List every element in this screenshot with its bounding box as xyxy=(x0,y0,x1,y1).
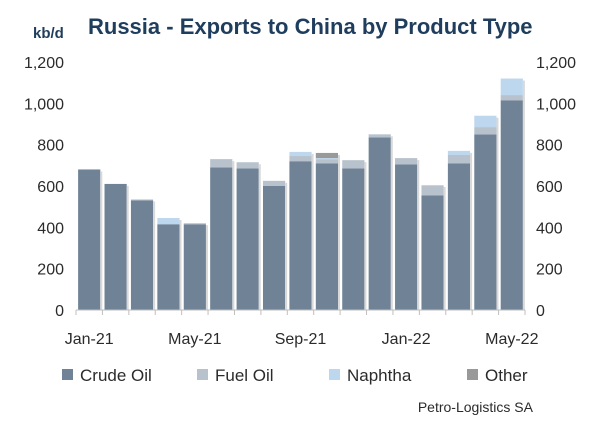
bar-segment-naphtha xyxy=(289,151,312,157)
bar-segment-crude-oil xyxy=(236,168,259,310)
bar-segment-crude-oil xyxy=(474,134,497,310)
bar-shadow xyxy=(417,160,420,310)
legend-swatch-fuel-oil xyxy=(197,369,208,380)
y-tick-label-right: 600 xyxy=(536,179,563,196)
bar-segment-fuel-oil xyxy=(395,158,418,165)
bar-segment-crude-oil xyxy=(210,167,233,310)
bar-segment-naphtha xyxy=(421,184,444,186)
bar-segment-fuel-oil xyxy=(500,95,523,101)
bar-segment-fuel-oil xyxy=(130,199,154,201)
y-tick-label-left: 200 xyxy=(37,262,64,279)
bar-segment-fuel-oil xyxy=(236,162,259,169)
bar-segment-crude-oil xyxy=(262,186,286,310)
bar-shadow xyxy=(470,152,473,310)
legend-label-crude-oil: Crude Oil xyxy=(80,366,152,385)
bar-segment-fuel-oil xyxy=(421,186,444,196)
bar-segment-crude-oil xyxy=(342,168,365,310)
bar-shadow xyxy=(364,162,367,310)
y-tick-label-left: 800 xyxy=(37,138,64,155)
y-axis-left: 0 200 400 600 800 1,000 1,200 xyxy=(24,55,64,320)
bar-segment-crude-oil xyxy=(447,163,471,310)
bar-segment-crude-oil xyxy=(183,224,206,310)
bar-segment-naphtha xyxy=(157,218,180,225)
bar-segment-naphtha xyxy=(447,150,471,155)
y-tick-label-left: 1,000 xyxy=(24,96,64,113)
x-tick-label: Jan-21 xyxy=(65,331,114,348)
y-axis-right: 0 200 400 600 800 1,000 1,200 xyxy=(536,55,576,320)
legend-swatch-other xyxy=(467,369,478,380)
y-tick-label-right: 800 xyxy=(536,138,563,155)
bar-shadow xyxy=(153,201,156,310)
legend-label-fuel-oil: Fuel Oil xyxy=(215,366,274,385)
bar-segment-crude-oil xyxy=(500,100,523,310)
y-tick-label-right: 1,200 xyxy=(536,55,576,72)
bar-shadow xyxy=(126,185,129,310)
bar-shadow xyxy=(179,220,182,310)
x-tick-label: May-21 xyxy=(168,331,221,348)
bar-shadow xyxy=(311,153,314,310)
bar-segment-fuel-oil xyxy=(368,134,391,138)
bar-segment-fuel-oil xyxy=(289,156,312,162)
y-tick-label-left: 600 xyxy=(37,179,64,196)
bar-segment-fuel-oil xyxy=(262,180,286,186)
y-tick-label-left: 1,200 xyxy=(24,55,64,72)
bar-segment-crude-oil xyxy=(395,164,418,310)
bar-segment-naphtha xyxy=(474,115,497,128)
bar-segment-crude-oil xyxy=(130,200,154,310)
bar-shadow xyxy=(285,182,288,310)
bar-segment-fuel-oil xyxy=(474,127,497,135)
bar-shadow xyxy=(232,161,235,310)
bar-segment-crude-oil xyxy=(421,195,444,310)
bar-segment-other xyxy=(315,152,339,159)
bar-shadow xyxy=(338,154,341,310)
bar-segment-crude-oil xyxy=(315,163,339,310)
bar-series-group xyxy=(78,78,525,311)
bar-segment-crude-oil xyxy=(104,183,127,310)
legend-label-other: Other xyxy=(485,366,528,385)
bar-segment-naphtha xyxy=(500,78,523,96)
bar-shadow xyxy=(258,164,261,310)
x-tick-label: Jan-22 xyxy=(382,331,431,348)
bar-shadow xyxy=(100,171,103,310)
y-tick-label-right: 200 xyxy=(536,262,563,279)
bar-segment-crude-oil xyxy=(289,161,312,310)
legend: Crude Oil Fuel Oil Naphtha Other xyxy=(62,366,528,385)
bar-segment-crude-oil xyxy=(368,137,391,310)
source-note: Petro-Logistics SA xyxy=(418,399,534,415)
bar-shadow xyxy=(522,80,525,311)
bar-shadow xyxy=(205,225,208,310)
bar-segment-crude-oil xyxy=(157,224,180,310)
bar-segment-fuel-oil xyxy=(315,159,339,164)
bar-shadow xyxy=(496,117,499,310)
bar-segment-fuel-oil xyxy=(447,155,471,164)
x-axis: Jan-21 May-21 Sep-21 Jan-22 May-22 xyxy=(65,310,539,348)
y-tick-label-right: 1,000 xyxy=(536,96,576,113)
x-tick-label: Sep-21 xyxy=(275,331,327,348)
chart-title: Russia - Exports to China by Product Typ… xyxy=(88,14,533,39)
y-tick-label-right: 0 xyxy=(536,303,545,320)
y-tick-label-right: 400 xyxy=(536,220,563,237)
legend-swatch-crude-oil xyxy=(62,369,73,380)
bar-segment-naphtha xyxy=(315,158,339,160)
bar-shadow xyxy=(390,136,393,310)
bar-segment-fuel-oil xyxy=(183,223,206,225)
legend-label-naphtha: Naphtha xyxy=(347,366,412,385)
bar-segment-crude-oil xyxy=(78,169,101,310)
x-tick-label: May-22 xyxy=(485,331,538,348)
bar-shadow xyxy=(443,186,446,310)
bar-segment-fuel-oil xyxy=(210,159,233,168)
y-axis-unit-label: kb/d xyxy=(33,25,64,42)
y-tick-label-left: 0 xyxy=(55,303,64,320)
bar-segment-fuel-oil xyxy=(342,160,365,169)
legend-swatch-naphtha xyxy=(329,369,340,380)
y-tick-label-left: 400 xyxy=(37,220,64,237)
